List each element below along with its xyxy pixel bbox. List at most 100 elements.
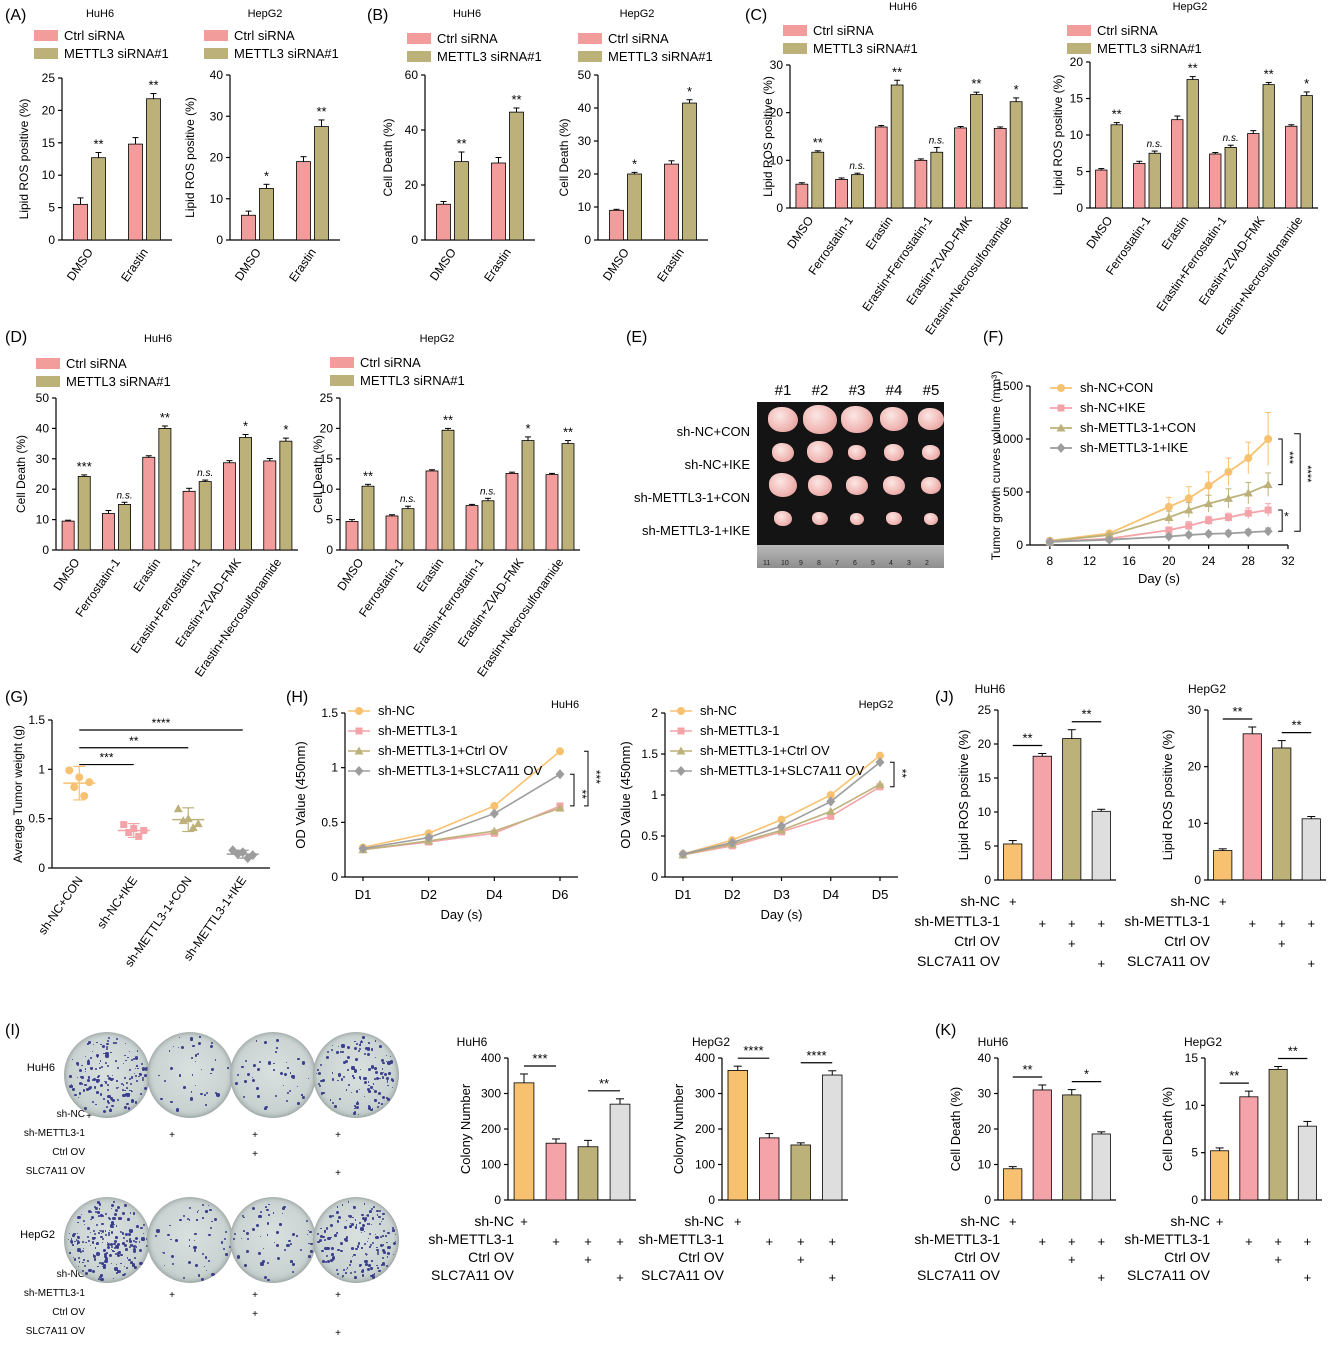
y-tick-label: 5 <box>984 839 991 853</box>
x-tick-label: D2 <box>724 887 741 902</box>
y-tick-label: 25 <box>320 391 334 405</box>
condition-row-label: Ctrl OV <box>954 1249 1001 1265</box>
y-tick-label: 10 <box>978 805 992 819</box>
y-tick-label: 400 <box>695 1051 715 1065</box>
series-line <box>1049 483 1269 543</box>
y-tick-label: 1 <box>331 761 338 775</box>
bar <box>385 515 399 551</box>
y-axis-label: Lipid ROS positive (%) <box>1051 75 1065 196</box>
bar <box>1247 133 1260 209</box>
y-tick-label: 30 <box>578 134 592 148</box>
data-point <box>1263 480 1273 489</box>
chart-title: HuH6 <box>978 1035 1009 1049</box>
data-point <box>556 747 564 756</box>
y-axis-label: Lipid ROS positive (%) <box>1160 730 1175 861</box>
data-point <box>777 815 786 824</box>
bar <box>1186 79 1199 209</box>
chart-title: HepG2 <box>1184 1035 1222 1049</box>
legend-label: METTL3 siRNA#1 <box>64 46 169 61</box>
legend-swatch <box>578 33 602 44</box>
y-tick-label: 0 <box>1191 1193 1198 1207</box>
significance-marker: ** <box>1081 707 1091 722</box>
condition-row-label: SLC7A11 OV <box>917 1267 1001 1283</box>
y-tick-label: 0 <box>984 873 991 887</box>
y-tick-label: 1.5 <box>641 747 658 761</box>
data-point <box>70 783 79 792</box>
chart-title: HepG2 <box>859 699 894 711</box>
y-tick-label: 0.5 <box>321 815 338 829</box>
significance-marker: *** <box>99 751 113 765</box>
bar <box>1268 1068 1288 1201</box>
data-point <box>173 804 183 813</box>
condition-row-label: sh-METTL3-1 <box>638 1231 724 1247</box>
panel-label: (C) <box>745 7 767 24</box>
x-tick-label: Erastin+Ferrostatin-1 <box>859 213 935 313</box>
data-point <box>188 823 198 832</box>
x-tick-label: DMSO <box>427 246 459 284</box>
y-tick-label: 15 <box>42 136 56 150</box>
y-tick-label: 30 <box>1188 703 1202 717</box>
x-tick-label: DMSO <box>1083 214 1115 252</box>
row-label: sh-METTL3-1+IKE <box>642 523 750 538</box>
plus-marker: + <box>169 1130 175 1141</box>
significance-marker: ** <box>511 92 521 107</box>
y-tick-label: 0 <box>651 870 658 884</box>
y-tick-label: 15 <box>978 771 992 785</box>
y-tick-label: 5 <box>1076 165 1083 179</box>
x-tick-label: Erastin+Ferrostatin-1 <box>128 555 204 655</box>
data-point <box>1184 494 1193 503</box>
significance-marker: ** <box>1232 704 1242 719</box>
x-tick-label: Erastin <box>414 556 447 595</box>
plus-marker: + <box>765 1234 773 1249</box>
y-tick-label: 0 <box>984 1193 991 1207</box>
significance-bracket <box>570 773 575 807</box>
y-tick-label: 10 <box>1185 1098 1199 1112</box>
y-axis-label: Tumor growth curves volume (mm³) <box>989 371 1003 561</box>
plus-marker: + <box>1274 1252 1282 1267</box>
data-point <box>1204 481 1213 490</box>
significance-marker: * <box>283 422 288 437</box>
chart-title: HuH6 <box>453 8 481 20</box>
y-tick-label: 1 <box>38 762 45 776</box>
y-axis-label: Lipid ROS positive (%) <box>183 97 197 218</box>
y-axis-label: Lipid ROS positive (%) <box>17 99 31 220</box>
chart-title: HepG2 <box>248 8 283 20</box>
legend-label: sh-METTL3-1+SLC7A11 OV <box>378 763 542 778</box>
panel-label: (A) <box>5 7 26 24</box>
bar <box>874 126 888 209</box>
column-header: #1 <box>775 382 792 399</box>
condition-row-label: Ctrl OV <box>1164 1249 1211 1265</box>
y-tick-label: 10 <box>210 192 224 206</box>
data-point <box>489 826 499 835</box>
y-tick-label: 1000 <box>996 432 1023 446</box>
panel-label: (H) <box>286 689 308 706</box>
bar <box>664 163 679 241</box>
legend-label: sh-METTL3-1+Ctrl OV <box>378 743 508 758</box>
condition-row-label: Ctrl OV <box>52 1307 85 1318</box>
y-tick-label: 15 <box>1185 1051 1199 1065</box>
bar <box>361 485 375 551</box>
y-tick-label: 5 <box>1191 1146 1198 1160</box>
row-label: sh-NC+CON <box>677 424 750 439</box>
plus-marker: + <box>1038 916 1046 931</box>
legend-label: METTL3 siRNA#1 <box>437 49 542 64</box>
significance-bracket <box>584 750 589 807</box>
y-tick-label: 40 <box>978 1051 992 1065</box>
y-tick-label: 40 <box>36 421 50 435</box>
data-point <box>555 769 565 780</box>
legend-label: Ctrl siRNA <box>64 28 125 43</box>
condition-row-label: sh-NC <box>960 1213 1000 1229</box>
ns-label: n.s. <box>197 468 213 479</box>
data-point <box>490 801 499 810</box>
y-tick-label: 10 <box>578 200 592 214</box>
y-axis-label: Lipid ROS positive (%) <box>956 730 971 861</box>
bar <box>61 520 75 551</box>
data-point <box>193 819 203 828</box>
bar <box>890 84 904 209</box>
panel-label: (I) <box>5 1022 20 1039</box>
y-tick-label: 20 <box>1070 55 1084 69</box>
bar <box>1285 125 1298 209</box>
bar <box>851 174 864 209</box>
y-tick-label: 0 <box>42 543 49 557</box>
y-tick-label: 0 <box>326 543 333 557</box>
